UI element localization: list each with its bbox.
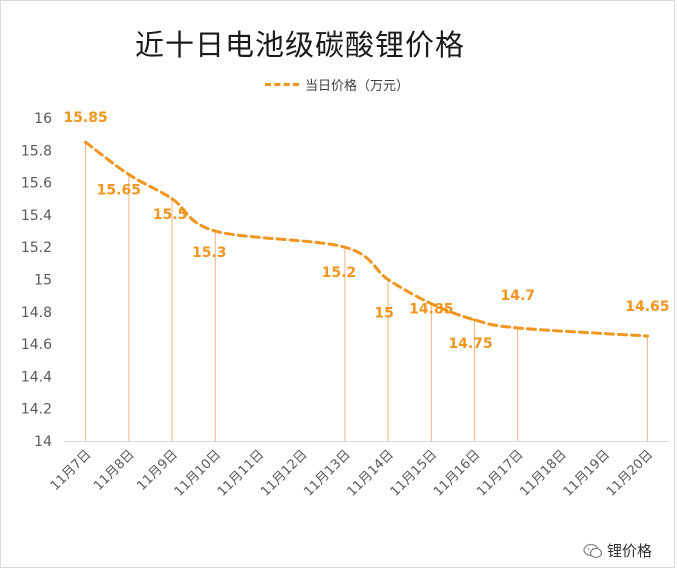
y-tick-label: 14.6 <box>21 337 52 353</box>
x-tick-label: 11月10日 <box>172 447 224 499</box>
y-tick-label: 14.8 <box>21 305 52 321</box>
data-point <box>429 302 433 306</box>
y-tick-label: 15 <box>34 273 52 289</box>
y-tick-label: 15.6 <box>21 176 52 192</box>
watermark: 锂价格 <box>583 540 652 561</box>
wechat-icon <box>583 543 603 558</box>
x-tick-label: 11月20日 <box>604 447 656 499</box>
data-point <box>84 140 88 144</box>
data-label: 15 <box>374 306 393 322</box>
data-point <box>343 245 347 249</box>
y-tick-label: 14.4 <box>21 369 52 385</box>
y-tick-label: 14 <box>34 434 52 450</box>
data-label: 14.75 <box>448 336 492 352</box>
x-tick-label: 11月14日 <box>345 447 397 499</box>
y-tick-label: 15.4 <box>21 208 52 224</box>
x-tick-label: 11月7日 <box>48 447 95 494</box>
x-tick-label: 11月15日 <box>388 447 440 499</box>
data-point <box>213 229 217 233</box>
y-tick-label: 15.2 <box>21 240 52 256</box>
chart-frame <box>0 0 675 568</box>
data-label: 14.65 <box>625 299 669 315</box>
data-point <box>473 318 477 322</box>
legend-line-swatch <box>265 82 299 86</box>
data-label: 15.65 <box>97 183 141 199</box>
data-label: 14.7 <box>500 288 535 304</box>
x-tick-label: 11月13日 <box>301 447 353 499</box>
x-tick-label: 11月12日 <box>258 447 310 499</box>
y-tick-label: 14.2 <box>21 402 52 418</box>
legend: 当日价格（万元） <box>265 74 409 94</box>
data-point <box>170 197 174 201</box>
watermark-text: 锂价格 <box>607 542 653 560</box>
x-tick-label: 11月16日 <box>431 447 483 499</box>
x-tick-label: 11月11日 <box>215 447 267 499</box>
series-line <box>84 140 649 338</box>
data-point <box>127 173 131 177</box>
data-point <box>386 278 390 281</box>
data-label: 14.85 <box>409 302 453 318</box>
x-tick-label: 11月17日 <box>474 447 526 499</box>
x-tick-label: 11月18日 <box>517 447 569 499</box>
x-tick-label: 11月8日 <box>91 447 138 494</box>
y-tick-label: 15.8 <box>21 143 52 159</box>
data-label: 15.3 <box>192 245 227 261</box>
data-label: 15.5 <box>153 207 188 223</box>
data-point <box>645 334 649 338</box>
data-label: 15.2 <box>322 265 357 281</box>
y-tick-label: 16 <box>34 111 52 127</box>
data-label: 15.85 <box>63 110 107 126</box>
chart-title: 近十日电池级碳酸锂价格 <box>134 28 465 62</box>
legend-label: 当日价格（万元） <box>305 78 410 94</box>
x-tick-label: 11月19日 <box>561 447 613 499</box>
data-point <box>516 326 520 330</box>
